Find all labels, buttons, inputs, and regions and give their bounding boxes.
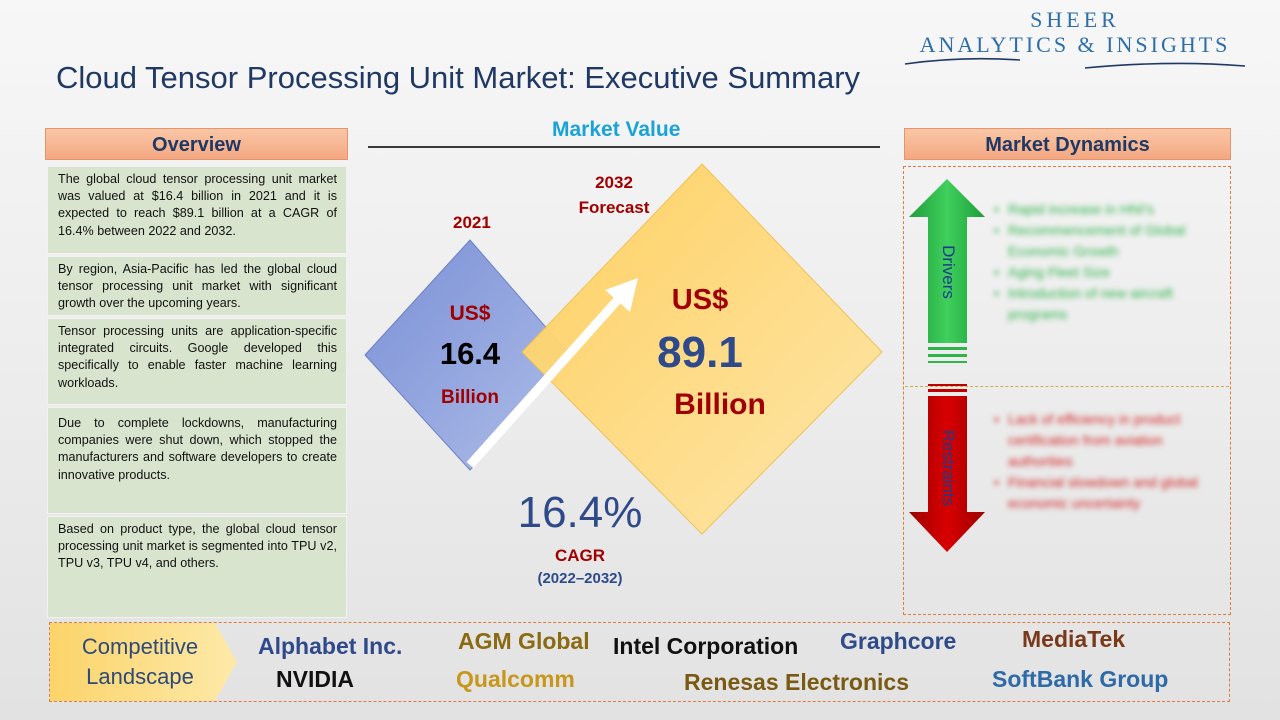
company-graphcore: Graphcore <box>840 628 957 654</box>
logo-line-1: SHEER <box>1030 7 1120 32</box>
value-2021-currency: US$ <box>449 302 491 325</box>
logo-swash-icon <box>904 57 1246 69</box>
company-logo: SHEER ANALYTICS & INSIGHTS <box>900 8 1250 74</box>
drivers-up-arrow-icon <box>909 179 985 363</box>
market-value-heading: Market Value <box>552 118 681 141</box>
year-2032-value: 2032 <box>595 173 633 192</box>
growth-arrow-icon <box>466 278 638 468</box>
diamond-2032 <box>521 163 883 535</box>
driver-item: Aging Fleet Size <box>992 262 1217 283</box>
year-2021-label: 2021 <box>453 213 491 232</box>
overview-heading: Overview <box>45 128 348 160</box>
cagr-period: (2022–2032) <box>537 570 623 587</box>
cagr-value: 16.4% <box>517 488 643 537</box>
cagr-label: CAGR <box>554 546 606 565</box>
competitive-landscape-label: Competitive Landscape <box>60 632 220 692</box>
year-2032-label: 2032 Forecast <box>568 170 660 220</box>
company-nvidia: NVIDIA <box>276 666 354 692</box>
restraint-item: Lack of efficiency in product certificat… <box>992 409 1217 472</box>
restraints-label: Restraints <box>939 429 958 507</box>
market-dynamics-divider <box>905 386 1229 387</box>
competitive-landscape-panel <box>49 622 1230 702</box>
company-intel: Intel Corporation <box>613 633 799 659</box>
company-agm-global: AGM Global <box>458 628 590 654</box>
market-dynamics-heading: Market Dynamics <box>904 128 1231 160</box>
competitive-label-line-2: Landscape <box>86 664 194 689</box>
overview-paragraph-3: Tensor processing units are application-… <box>47 318 347 405</box>
restraints-down-arrow-icon <box>909 384 985 552</box>
forecast-label: Forecast <box>578 198 650 217</box>
drivers-list: Rapid increase in HNI's Recommencement o… <box>992 199 1217 325</box>
market-dynamics-panel <box>903 166 1231 615</box>
driver-item: Recommencement of Global Economic Growth <box>992 220 1217 262</box>
overview-paragraph-4: Due to complete lockdowns, manufacturing… <box>47 407 347 514</box>
restraint-item: Financial slowdown and global economic u… <box>992 472 1217 514</box>
competitive-landscape-chevron-icon <box>50 623 237 701</box>
company-mediatek: MediaTek <box>1022 626 1126 652</box>
driver-item: Rapid increase in HNI's <box>992 199 1217 220</box>
driver-item: Introduction of new aircraft programs <box>992 283 1217 325</box>
dynamics-arrows <box>909 179 985 552</box>
value-2032-unit: Billion <box>674 388 766 421</box>
drivers-label: Drivers <box>939 245 958 299</box>
overview-paragraph-5: Based on product type, the global cloud … <box>47 516 347 618</box>
value-2032-amount: 89.1 <box>657 328 743 377</box>
page-title: Cloud Tensor Processing Unit Market: Exe… <box>56 60 861 95</box>
market-value-diamonds <box>364 163 883 535</box>
restraints-list: Lack of efficiency in product certificat… <box>992 409 1217 514</box>
company-qualcomm: Qualcomm <box>456 666 575 692</box>
value-2021-unit: Billion <box>440 387 500 408</box>
overview-paragraph-2: By region, Asia-Pacific has led the glob… <box>47 256 347 316</box>
market-value-divider <box>368 146 880 148</box>
value-2021-amount: 16.4 <box>439 336 501 371</box>
competitive-label-line-1: Competitive <box>81 634 199 659</box>
company-softbank: SoftBank Group <box>992 666 1169 692</box>
company-renesas: Renesas Electronics <box>684 669 910 695</box>
overview-paragraph-1: The global cloud tensor processing unit … <box>47 166 347 254</box>
logo-line-2: ANALYTICS & INSIGHTS <box>919 32 1231 57</box>
value-2032-currency: US$ <box>671 284 729 316</box>
company-alphabet: Alphabet Inc. <box>258 633 403 659</box>
